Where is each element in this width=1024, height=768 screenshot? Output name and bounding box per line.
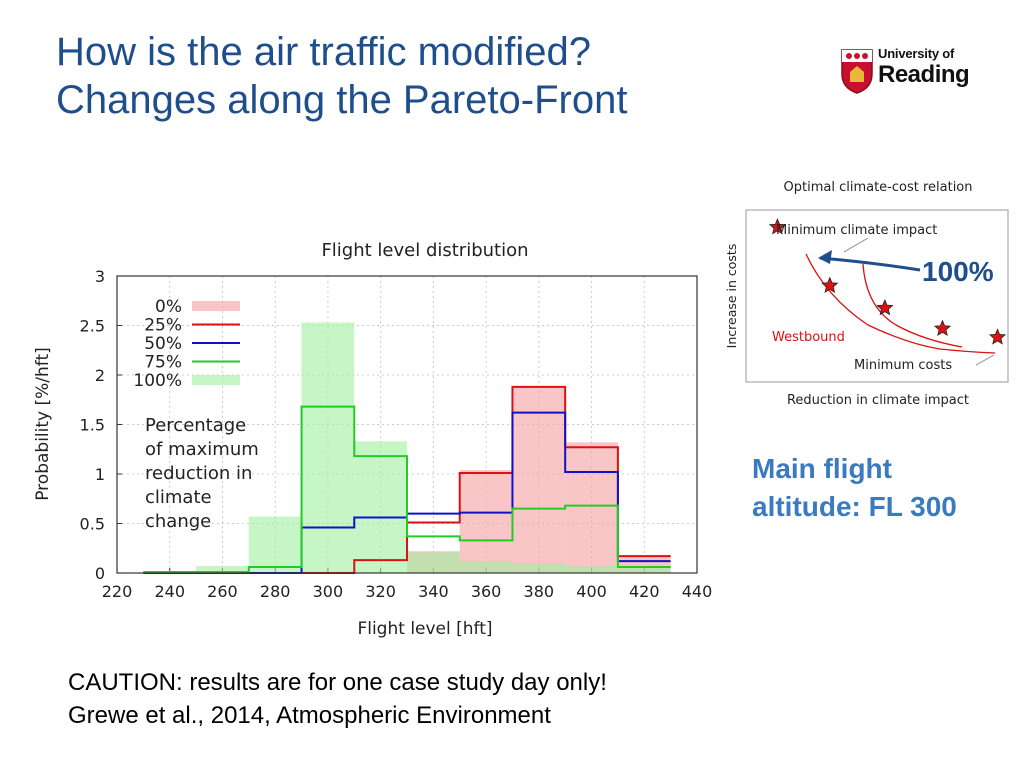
y-tick-label: 0.5 [80,515,105,534]
slide-title: How is the air traffic modified? Changes… [56,28,627,124]
plot-frame [116,275,698,574]
university-logo: University of Reading [840,46,980,94]
bar-0pct [459,470,513,573]
bar-100pct [248,516,302,573]
bar-100pct [407,552,460,573]
legend-label: 25% [144,316,182,336]
min-climate-label: Minimum climate impact [776,223,937,238]
x-tick-label: 420 [629,582,660,601]
x-tick-label: 260 [207,582,238,601]
step-line-75pct [143,405,671,574]
pareto-point-star [988,328,1007,345]
chart-legend: 0%25%50%75%100% [133,297,240,391]
bar-0pct [512,386,566,573]
pareto-front-curve-2 [862,263,963,348]
min-costs-pointer [975,354,995,366]
slide-title-line1: How is the air traffic modified? [56,30,592,74]
min-climate-pointer [843,237,869,253]
bar-100pct [512,563,566,573]
pareto-highlight-label: 100% [922,256,994,287]
x-tick-label: 380 [524,582,555,601]
x-tick-label: 320 [365,582,396,601]
x-tick-labels: 220 240 260 280 300 320 340 360 380 400 420 440 [102,582,713,601]
x-tick-label: 240 [154,582,185,601]
climate-cost-relation-chart: Optimal climate-cost relation Increase i… [724,180,1009,408]
inset-y-label: Increase in costs [724,244,739,349]
slide-title-line2: Changes along the Pareto-Front [56,78,628,122]
legend-label: 75% [144,353,182,373]
x-tick-label: 280 [260,582,291,601]
pareto-point-star [768,218,786,235]
annotation-line-2: of maximum [145,439,259,460]
footer-notes: CAUTION: results are for one case study … [68,666,607,732]
bar-0pct [565,442,618,573]
bar-100pct [196,566,249,573]
y-tick-label: 2.5 [80,317,105,336]
y-tick-label: 2 [95,366,105,385]
y-tick-label: 0 [95,564,105,583]
main-altitude-note: Main flight altitude: FL 300 [752,450,957,526]
legend-label: 0% [155,297,182,317]
legend-label: 100% [133,371,182,391]
inset-frame [745,209,1009,383]
y-tick-labels: 0 0.5 1 1.5 2 2.5 3 [80,267,105,583]
shield-icon [841,49,873,94]
x-tick-label: 220 [102,582,133,601]
bar-100pct [354,441,407,573]
logo-text: University of Reading [878,46,970,88]
caution-text: CAUTION: results are for one case study … [68,669,607,696]
pareto-point-star [821,276,839,294]
citation-text: Grewe et al., 2014, Atmospheric Environm… [68,702,551,729]
flight-level-distribution-chart: Flight level distribution 220 240 260 280 30… [33,240,713,639]
legend-swatch [192,301,240,311]
legend-label: 50% [144,334,182,354]
x-axis-label: Flight level [hft] [357,619,492,639]
logo-line2: Reading [878,61,970,88]
annotation-line-3: reduction in [145,463,252,484]
bar-100pct [301,322,355,573]
y-axis-label: Probability [%/hft] [33,347,53,501]
main-altitude-line2: altitude: FL 300 [752,491,957,522]
pareto-points [768,218,1007,345]
x-tick-label: 300 [313,582,344,601]
westbound-label: Westbound [772,330,845,345]
min-costs-label: Minimum costs [854,358,952,373]
y-tick-label: 1 [95,465,105,484]
bar-100pct [565,566,618,573]
y-tick-label: 3 [95,267,105,286]
x-tick-label: 340 [418,582,449,601]
annotation-line-4: climate [145,487,212,508]
x-tick-label: 360 [471,582,502,601]
main-altitude-line1: Main flight [752,453,892,484]
inset-x-label: Reduction in climate impact [787,393,969,408]
bar-100pct [617,567,671,573]
inset-title: Optimal climate-cost relation [784,180,973,195]
bar-100pct [459,561,513,573]
x-tick-label: 400 [576,582,607,601]
annotation-line-5: change [145,511,211,532]
y-tick-label: 1.5 [80,416,105,435]
highlight-arrow-head [818,250,832,264]
pareto-point-star [933,319,952,337]
x-tick-label: 440 [682,582,713,601]
chart-title: Flight level distribution [321,240,528,261]
logo-line1: University of [878,46,955,61]
pareto-point-star [876,298,894,316]
legend-swatch [192,375,240,385]
annotation-line-1: Percentage [145,415,246,436]
